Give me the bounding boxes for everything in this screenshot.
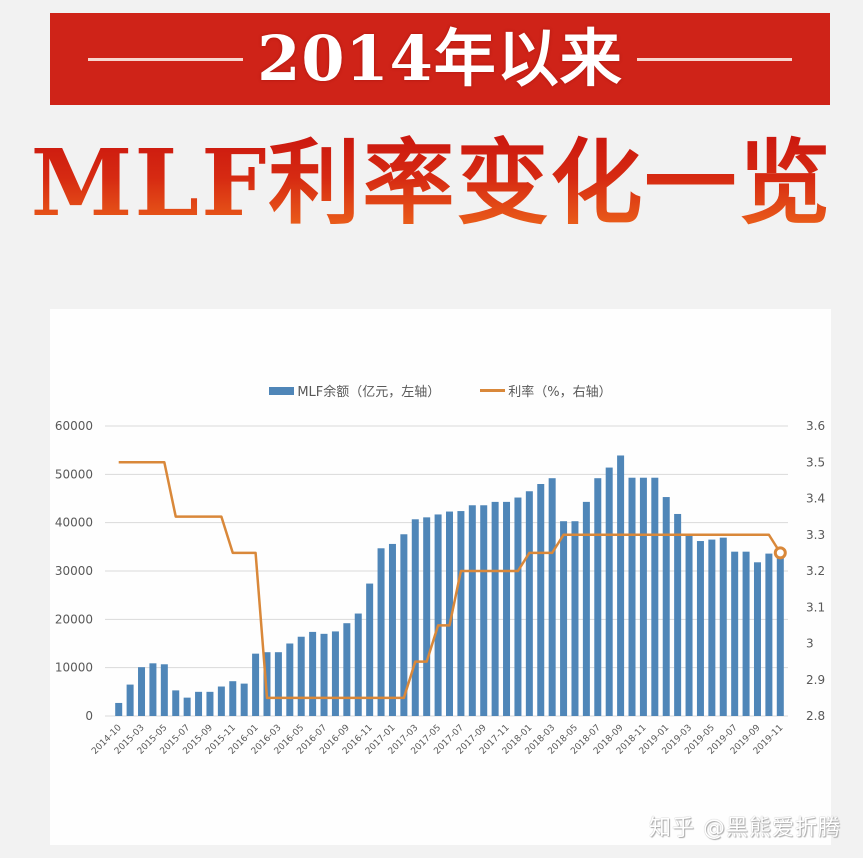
bar [240, 683, 248, 716]
bar [286, 643, 294, 716]
bar [742, 551, 750, 716]
bar [183, 697, 191, 716]
bar [491, 501, 499, 716]
bar [560, 521, 568, 716]
bar [400, 534, 408, 716]
bar [229, 681, 237, 716]
y-right-tick-label: 3.6 [806, 419, 825, 433]
bar [388, 543, 396, 716]
watermark: 知乎 @黑熊爱折腾 [649, 816, 841, 841]
y-right-tick-label: 3.1 [806, 600, 825, 614]
bar [537, 484, 545, 716]
bar [149, 663, 157, 716]
bar [320, 633, 328, 716]
bar [366, 583, 374, 716]
bar [126, 684, 134, 716]
y-left-tick-label: 20000 [55, 612, 93, 626]
bar [138, 667, 146, 716]
bar [195, 691, 203, 716]
bar [651, 477, 659, 716]
y-right-tick-label: 3 [806, 637, 814, 651]
y-left-tick-label: 50000 [55, 467, 93, 481]
bar [377, 548, 385, 716]
main-title: MLF利率变化一览 [0, 128, 863, 238]
last-point-marker [773, 546, 787, 560]
bar [696, 541, 704, 716]
bar [411, 519, 419, 716]
bar [434, 514, 442, 716]
bar [274, 652, 282, 716]
subtitle-banner: 2014年以来 [50, 13, 830, 105]
y-right-tick-label: 3.3 [806, 528, 825, 542]
y-right-tick-label: 3.5 [806, 455, 825, 469]
bar [594, 478, 602, 716]
banner-rule-right [636, 57, 792, 61]
bar [719, 537, 727, 716]
y-right-tick-label: 2.8 [806, 709, 825, 723]
bar [628, 477, 636, 716]
bar [753, 562, 761, 716]
bar [343, 623, 351, 716]
legend-item-balance: MLF余额（亿元，左轴） [269, 381, 440, 400]
y-left-tick-label: 60000 [55, 419, 93, 433]
bar [571, 521, 579, 716]
bar [468, 505, 476, 716]
banner-rule-left [88, 57, 244, 61]
bar [160, 664, 168, 716]
bar [514, 497, 522, 716]
bar [708, 539, 716, 716]
bar [731, 551, 739, 716]
bar [423, 517, 431, 716]
bar [252, 653, 260, 716]
legend-item-rate: 利率（%，右轴） [480, 381, 612, 400]
bar [331, 631, 339, 716]
bar [605, 467, 613, 716]
bar [674, 513, 682, 716]
bar [662, 497, 670, 716]
chart-plot: 0 10000 20000 30000 40000 50000 60000 2.8 2.9 3 3.… [55, 419, 825, 757]
chart-legend: MLF余额（亿元，左轴） 利率（%，右轴） [50, 381, 831, 400]
bar [115, 702, 123, 716]
bar [503, 501, 511, 716]
bar [548, 478, 556, 716]
y-right-tick-label: 3.4 [806, 492, 825, 506]
y-right-tick-label: 3.2 [806, 564, 825, 578]
bar [765, 553, 773, 716]
chart-panel: MLF余额（亿元，左轴） 利率（%，右轴） 0 10000 20000 30000 40… [50, 309, 831, 845]
legend-label-balance: MLF余额（亿元，左轴） [297, 385, 441, 400]
bar [217, 686, 225, 716]
banner-text: 2014年以来 [257, 22, 623, 95]
bar [639, 477, 647, 716]
bar [617, 455, 625, 716]
y-left-tick-label: 40000 [55, 516, 93, 530]
y-right-tick-label: 2.9 [806, 673, 825, 687]
bar [685, 534, 693, 716]
y-left-tick-label: 30000 [55, 564, 93, 578]
legend-label-rate: 利率（%，右轴） [508, 385, 612, 400]
bar [309, 631, 317, 716]
y-left-tick-label: 0 [85, 709, 93, 723]
bar [446, 511, 453, 716]
bar [172, 690, 180, 716]
bar [525, 491, 533, 716]
bar [480, 505, 488, 716]
bar-swatch-icon [269, 386, 295, 395]
bar [354, 613, 362, 716]
bar [582, 501, 590, 716]
bar [457, 511, 465, 716]
bar [297, 636, 305, 716]
bar [206, 691, 214, 716]
rate-line [118, 461, 782, 700]
line-swatch-icon [480, 389, 506, 392]
y-left-tick-label: 10000 [55, 661, 93, 675]
bar [776, 556, 784, 716]
